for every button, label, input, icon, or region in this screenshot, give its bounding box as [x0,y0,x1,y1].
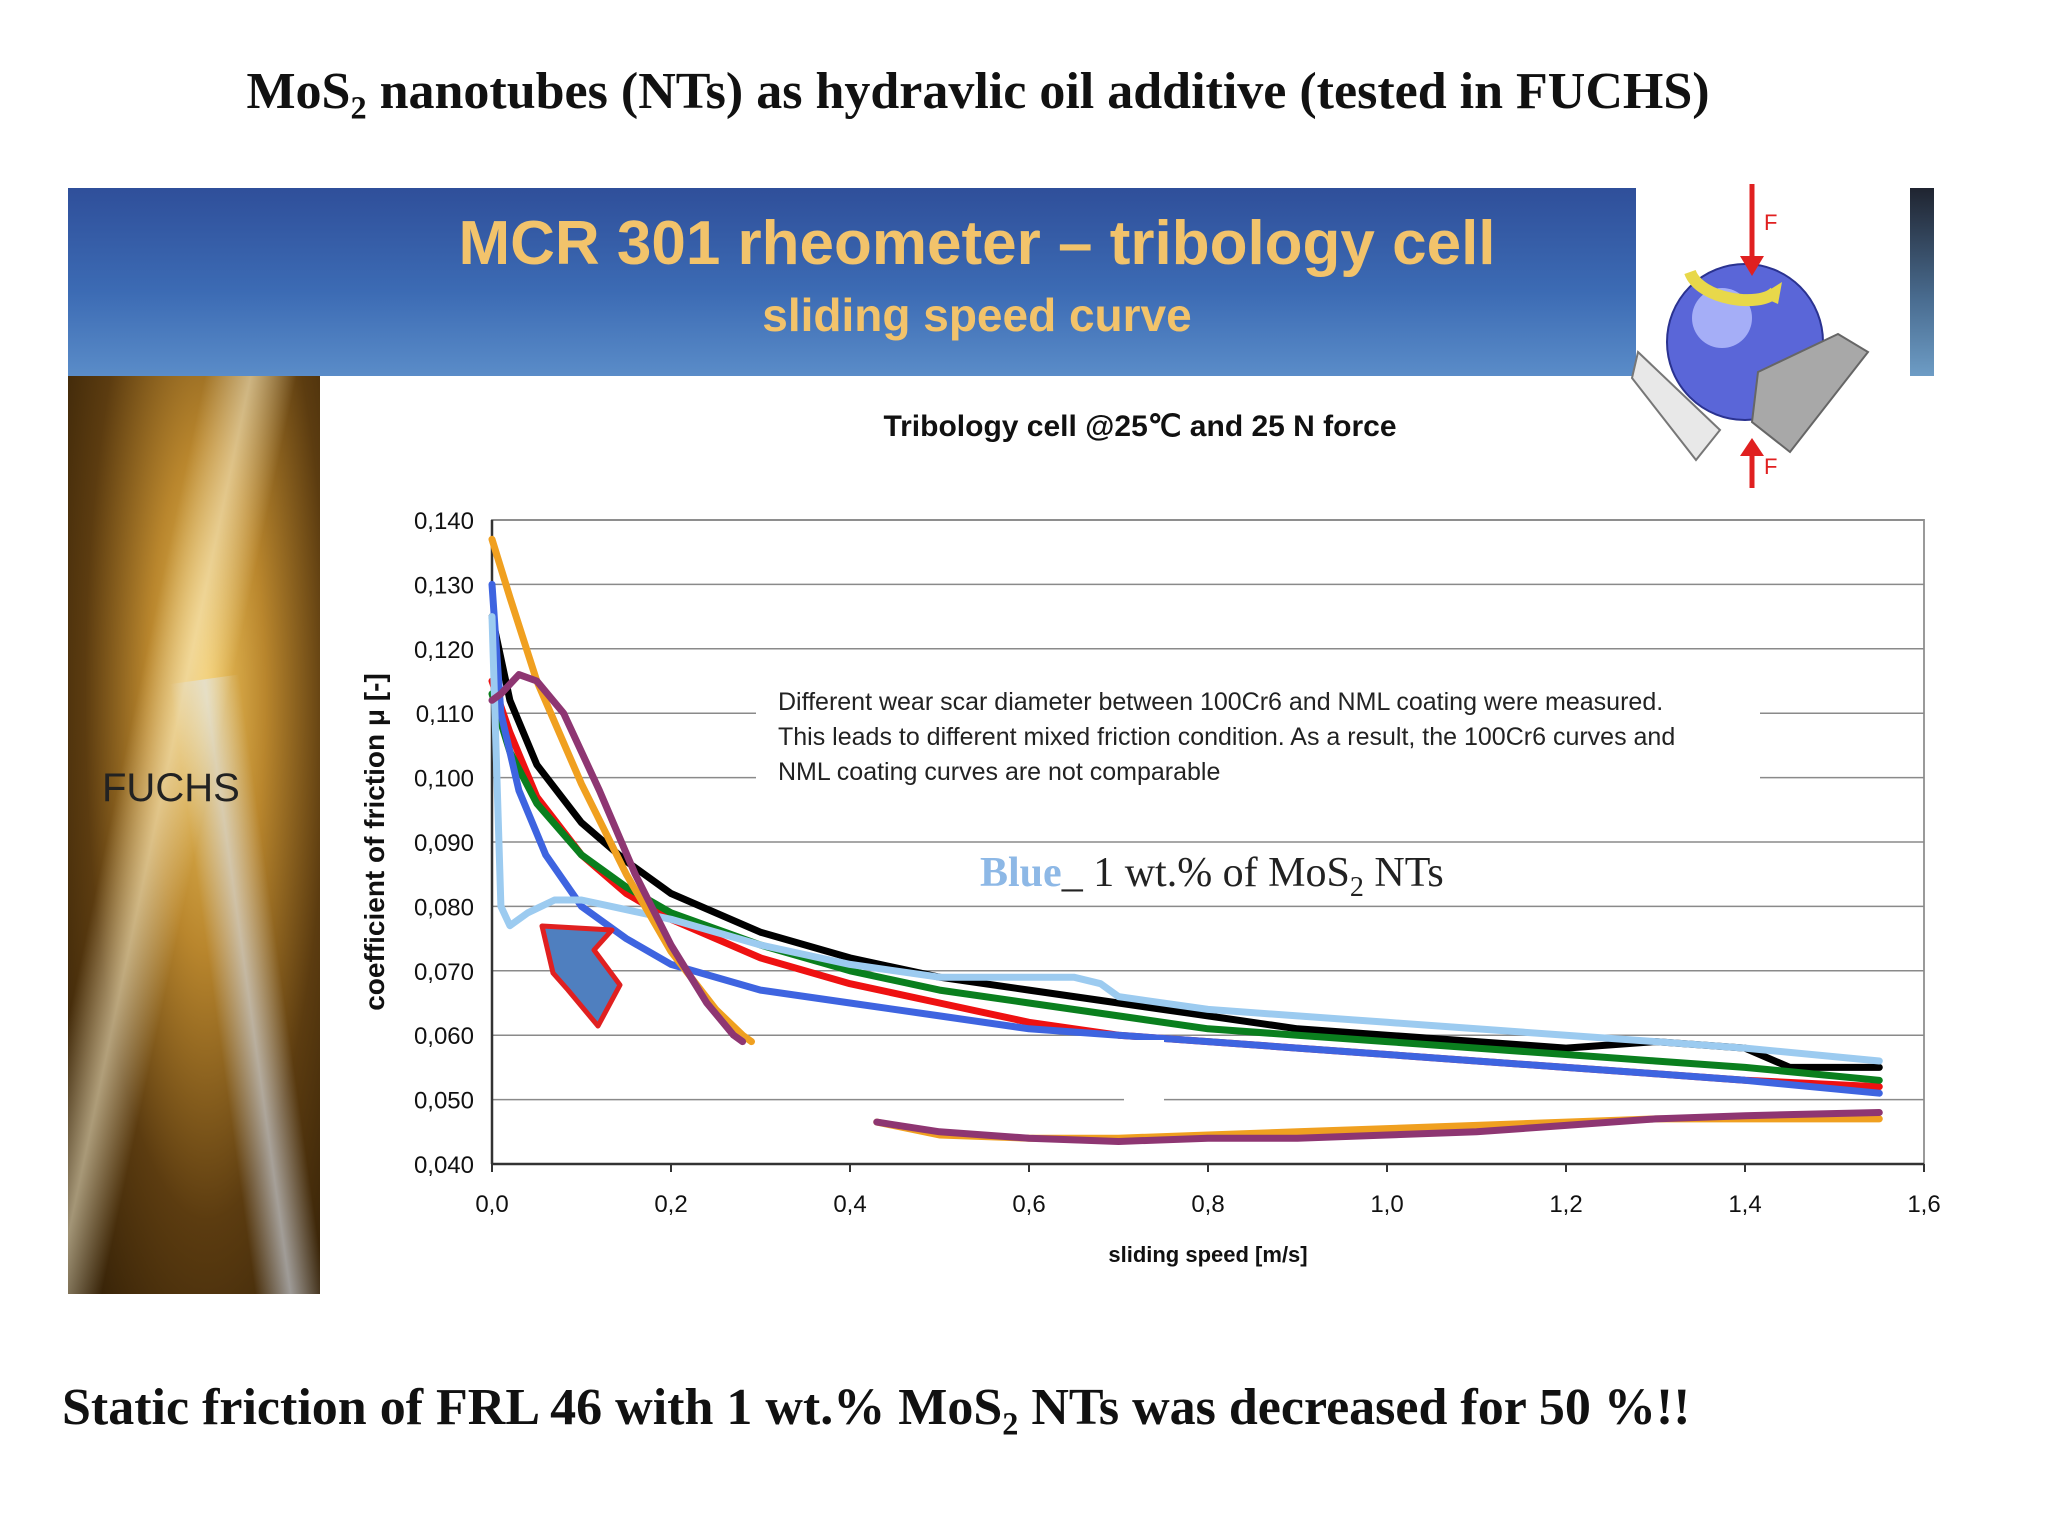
note-line-3: NML coating curves are not comparable [778,758,1220,786]
y-tick-label: 0,050 [414,1088,474,1115]
y-tick-label: 0,070 [414,959,474,986]
x-tick-label: 1,4 [1728,1191,1761,1218]
note-box [756,672,1760,790]
y-tick-label: 0,130 [414,572,474,599]
fuchs-label: FUCHS [102,766,240,810]
note-line-1: Different wear scar diameter between 100… [778,688,1663,716]
note-line-2: This leads to different mixed friction c… [778,723,1675,751]
axis-ticks: 0,040 0,050 0,060 0,070 0,080 0,090 0,100 0,110… [414,508,1941,1218]
oil-photo: FUCHS [68,376,320,1294]
y-tick-label: 0,090 [414,830,474,857]
series-line-3 [488,690,1883,1084]
x-tick-label: 0,8 [1191,1191,1224,1218]
x-tick-label: 1,6 [1907,1191,1940,1218]
y-tick-label: 0,110 [416,701,474,728]
y-tick-label: 0,040 [414,1152,474,1179]
y-tick-label: 0,100 [414,766,474,793]
banner: MCR 301 rheometer – tribology cell slidi… [68,188,1636,376]
y-tick-label: 0,140 [414,508,474,535]
y-tick-label: 0,120 [414,637,474,664]
blue-word: Blue [980,850,1062,896]
slide-title: MoS2 nanotubes (NTs) as hydravlic oil ad… [246,63,1710,126]
force-label-top: F [1764,210,1777,235]
banner-title: MCR 301 rheometer – tribology cell [458,209,1496,278]
x-tick-label: 0,0 [475,1191,508,1218]
x-axis-label: sliding speed [m/s] [1108,1242,1307,1267]
x-tick-label: 0,2 [654,1191,687,1218]
highlight-arrow [539,923,623,1029]
banner-edge-strip [1910,188,1934,376]
force-label-bottom: F [1764,454,1777,479]
series-group [488,535,1883,1145]
x-tick-label: 0,4 [833,1191,866,1218]
series-line-6 [488,535,755,1046]
y-tick-label: 0,060 [414,1023,474,1050]
y-tick-label: 0,080 [414,894,474,921]
banner-subtitle: sliding speed curve [762,289,1192,341]
chart-title: Tribology cell @25℃ and 25 N force [883,410,1396,443]
x-tick-label: 1,2 [1549,1191,1582,1218]
series-line-8 [488,671,747,1046]
footer-statement: Static friction of FRL 46 with 1 wt.% Mo… [62,1379,1691,1442]
series-line-5 [488,613,1883,1065]
axis-gap [1124,1040,1164,1110]
blue-annotation: Blue_ 1 wt.% of MoS2 NTs [980,850,1444,903]
x-tick-label: 0,6 [1012,1191,1045,1218]
series-line-4 [488,580,1883,1097]
series-line-9 [873,1109,1883,1145]
y-axis-label: coefficient of friction μ [-] [359,673,390,1011]
tribology-cell-diagram: F F [1630,184,1870,488]
x-tick-label: 1,0 [1370,1191,1403,1218]
